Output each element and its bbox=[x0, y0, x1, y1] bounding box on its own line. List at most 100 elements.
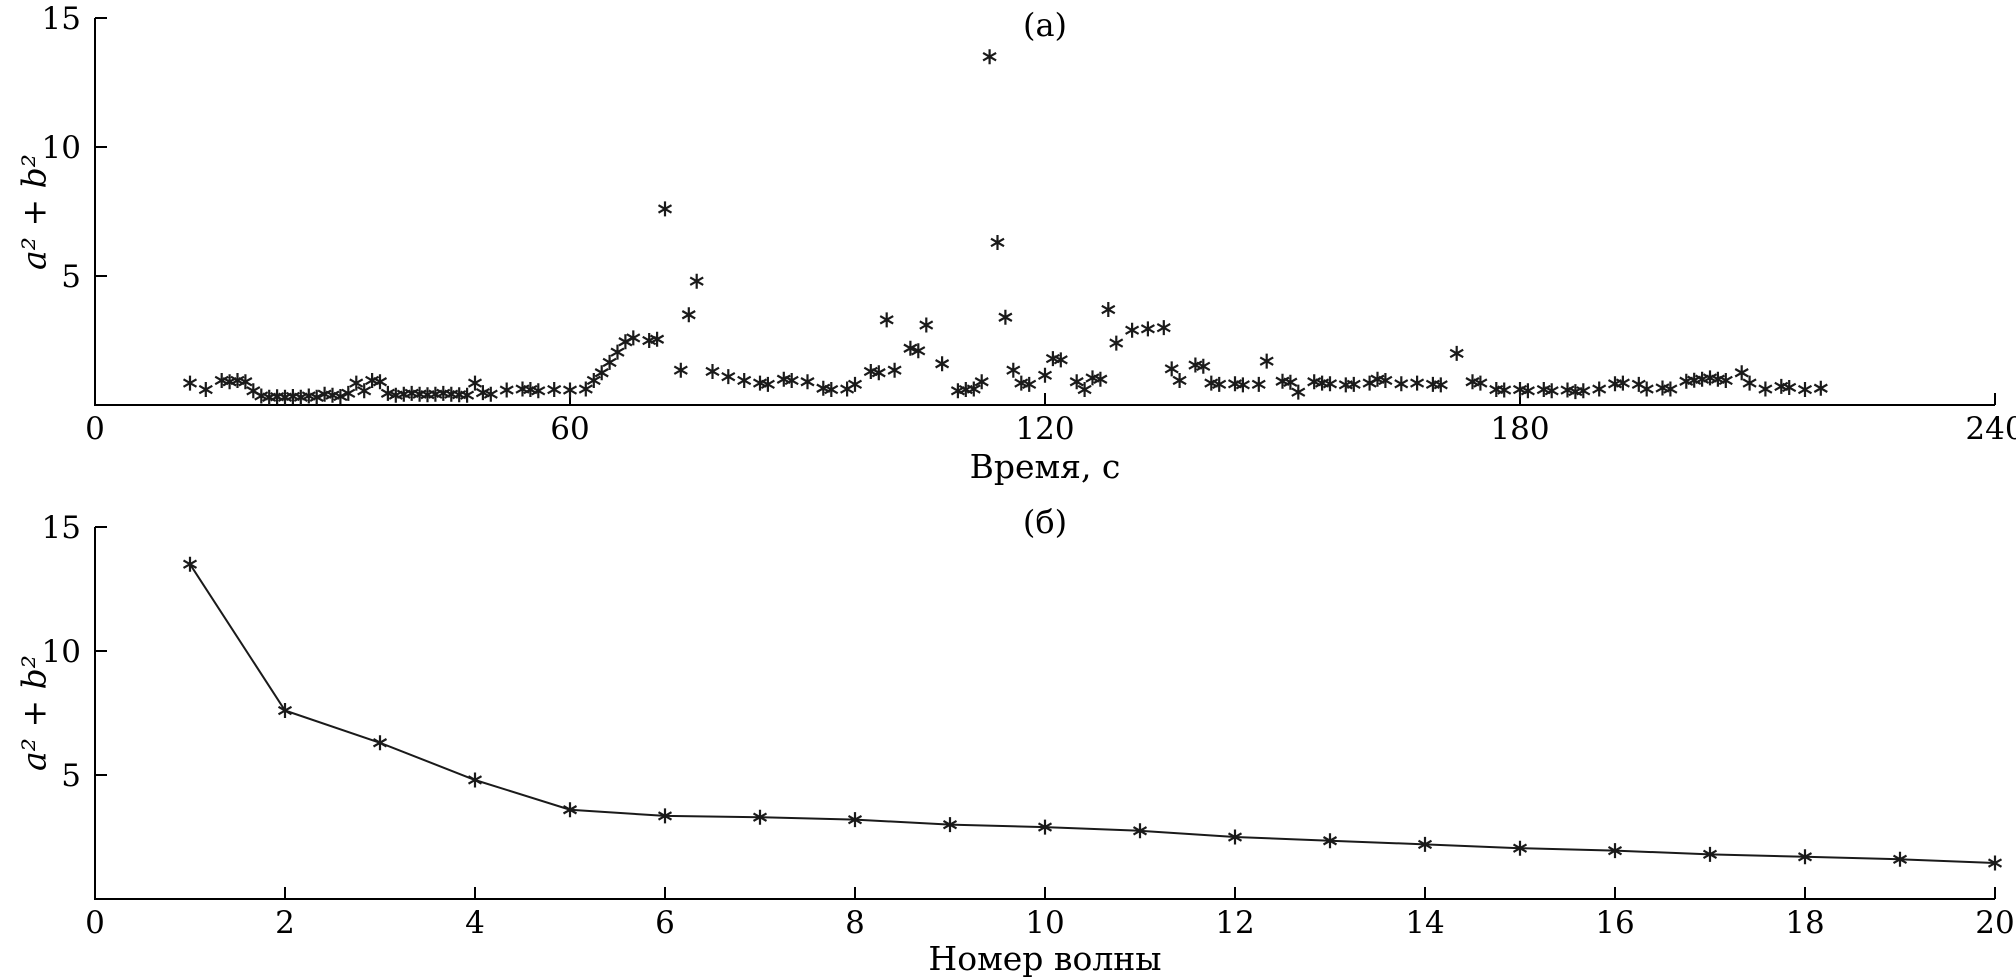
data-point-marker bbox=[974, 374, 989, 390]
data-point-marker bbox=[198, 382, 213, 397]
data-point-marker bbox=[1576, 383, 1591, 399]
data-point-marker bbox=[1758, 381, 1773, 397]
data-point-marker bbox=[1132, 823, 1148, 839]
data-point-marker bbox=[1544, 383, 1559, 399]
data-point-marker bbox=[1702, 846, 1718, 862]
x-tick-label: 0 bbox=[85, 411, 105, 447]
data-point-marker bbox=[467, 772, 483, 788]
data-point-marker bbox=[681, 307, 696, 323]
data-point-marker bbox=[1322, 833, 1338, 849]
panel-b-ylabel: a² + b² bbox=[14, 655, 54, 771]
data-point-marker bbox=[1346, 376, 1361, 392]
data-point-marker bbox=[333, 389, 348, 404]
data-point-marker bbox=[935, 356, 950, 372]
y-tick-label: 5 bbox=[61, 259, 81, 295]
data-point-marker bbox=[1734, 365, 1749, 381]
data-point-marker bbox=[1663, 381, 1678, 397]
y-tick-label: 15 bbox=[42, 510, 81, 546]
data-point-marker bbox=[1782, 380, 1797, 395]
data-point-marker bbox=[238, 374, 253, 390]
data-point-marker bbox=[903, 340, 918, 356]
y-tick-label: 10 bbox=[42, 634, 81, 670]
panel-b-xlabel: Номер волны bbox=[928, 939, 1162, 978]
data-point-marker bbox=[1473, 375, 1488, 391]
data-point-marker bbox=[1259, 353, 1274, 369]
data-point-marker bbox=[1394, 376, 1409, 392]
data-point-marker bbox=[1022, 376, 1037, 392]
data-point-marker bbox=[752, 809, 768, 825]
x-tick-label: 10 bbox=[1025, 905, 1064, 941]
x-tick-label: 20 bbox=[1975, 905, 2014, 941]
data-point-marker bbox=[998, 309, 1013, 325]
data-point-marker bbox=[1069, 374, 1084, 390]
data-point-marker bbox=[1164, 361, 1179, 377]
data-point-marker bbox=[657, 201, 673, 217]
data-point-marker bbox=[840, 381, 855, 397]
x-tick-label: 14 bbox=[1405, 905, 1444, 941]
data-point-marker bbox=[1172, 373, 1187, 388]
data-point-marker bbox=[341, 385, 356, 401]
data-point-marker bbox=[578, 381, 593, 397]
data-point-marker bbox=[673, 362, 688, 378]
data-point-marker bbox=[966, 381, 981, 397]
line-series bbox=[189, 563, 1996, 864]
data-point-marker bbox=[1433, 377, 1448, 393]
data-point-marker bbox=[847, 812, 863, 828]
data-point-marker bbox=[1101, 302, 1116, 317]
data-point-marker bbox=[1410, 375, 1425, 391]
data-point-marker bbox=[1425, 376, 1440, 392]
data-point-marker bbox=[911, 343, 926, 359]
data-point-marker bbox=[1140, 321, 1155, 337]
x-tick-label: 240 bbox=[1965, 411, 2016, 447]
data-point-marker bbox=[1987, 855, 2003, 871]
data-point-marker bbox=[1797, 849, 1813, 865]
data-point-marker bbox=[594, 365, 609, 381]
data-point-marker bbox=[982, 49, 997, 65]
data-point-marker bbox=[1607, 843, 1623, 859]
data-point-marker bbox=[562, 382, 578, 398]
data-point-marker bbox=[784, 373, 799, 388]
data-point-marker bbox=[1742, 375, 1757, 391]
data-point-marker bbox=[1227, 829, 1243, 845]
data-point-marker bbox=[1053, 352, 1068, 368]
panel-b: (б) a² + b² 0 2 4 6 8 10 12 14 16 18 20 5 10 15 Номер… bbox=[0, 489, 2016, 979]
data-point-marker bbox=[705, 364, 720, 379]
data-point-marker bbox=[1006, 362, 1021, 378]
data-point-marker bbox=[871, 365, 886, 381]
data-point-marker bbox=[887, 362, 902, 378]
x-tick-label: 8 bbox=[845, 905, 865, 941]
data-point-marker bbox=[357, 383, 372, 399]
data-point-marker bbox=[1212, 376, 1227, 392]
x-tick-label: 180 bbox=[1490, 411, 1549, 447]
data-point-marker bbox=[1196, 358, 1211, 374]
data-point-marker bbox=[721, 369, 736, 385]
data-point-marker bbox=[372, 735, 388, 751]
data-point-marker bbox=[349, 375, 364, 391]
data-point-marker bbox=[1892, 851, 1908, 867]
x-tick-label: 18 bbox=[1785, 905, 1824, 941]
data-point-marker bbox=[270, 389, 285, 405]
panel-b-title: (б) bbox=[1022, 503, 1068, 541]
data-point-marker bbox=[499, 382, 514, 398]
panel-a-xlabel: Время, с bbox=[969, 447, 1121, 486]
data-point-marker bbox=[182, 375, 198, 391]
data-point-marker bbox=[847, 376, 863, 392]
x-tick-label: 6 bbox=[655, 905, 675, 941]
x-tick-label: 4 bbox=[465, 905, 485, 941]
data-point-marker bbox=[1291, 384, 1306, 400]
x-tick-label: 16 bbox=[1595, 905, 1634, 941]
data-point-marker bbox=[372, 374, 388, 390]
data-point-marker bbox=[1615, 375, 1630, 391]
data-point-marker bbox=[824, 382, 839, 397]
data-point-marker bbox=[1813, 380, 1828, 396]
data-point-marker bbox=[1322, 376, 1338, 392]
x-tick-label: 2 bbox=[275, 905, 295, 941]
data-point-marker bbox=[1037, 819, 1053, 835]
data-point-marker bbox=[460, 387, 475, 403]
data-point-marker bbox=[1797, 382, 1813, 397]
x-tick-label: 12 bbox=[1215, 905, 1254, 941]
data-point-marker bbox=[1639, 381, 1654, 397]
data-point-marker bbox=[246, 383, 261, 399]
y-tick-label: 15 bbox=[42, 1, 81, 37]
data-point-marker bbox=[1235, 377, 1250, 393]
